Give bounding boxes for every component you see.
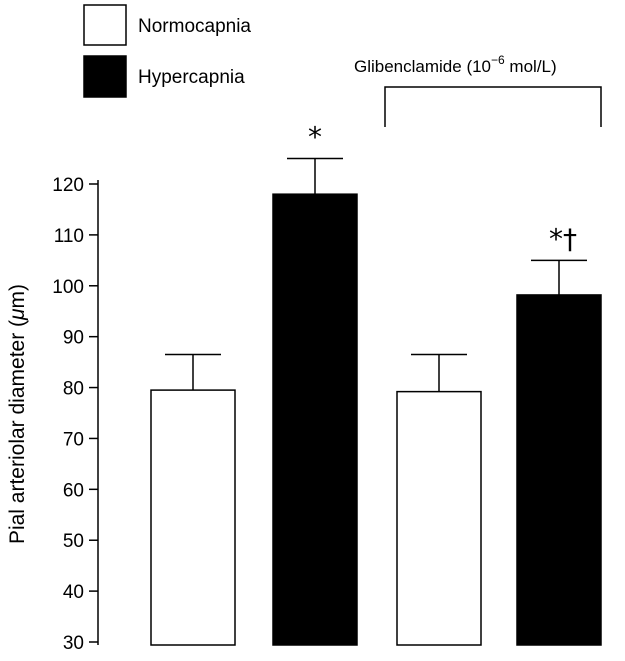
y-axis-label: Pial arteriolar diameter (μm): [6, 284, 29, 544]
bars: * *†: [150, 121, 602, 646]
y-tick-label: 40: [63, 582, 84, 603]
y-tick-label: 60: [63, 480, 84, 501]
group-bracket: Glibenclamide (10−6 mol/L): [354, 53, 602, 127]
y-axis: 30 40 50 60 70 80 90 100 110 120: [52, 175, 99, 654]
y-axis-label-prefix: Pial arteriolar diameter (: [6, 320, 29, 544]
y-tick-label: 100: [52, 277, 84, 298]
y-tick-label: 70: [63, 429, 84, 450]
bar-1: [272, 193, 358, 646]
group-bracket-label-main: Glibenclamide (10: [354, 57, 491, 76]
legend-swatch-normocapnia: [83, 4, 127, 46]
y-tick-label: 90: [63, 328, 84, 349]
y-tick-label: 110: [54, 226, 84, 247]
significance-marker-1: *: [308, 121, 322, 154]
significance-marker-3: *†: [549, 222, 577, 255]
legend-label-hypercapnia: Hypercapnia: [138, 67, 245, 88]
bar-2: [396, 390, 482, 646]
y-tick-label: 30: [63, 633, 84, 654]
y-tick-label: 120: [52, 175, 84, 196]
y-tick-label: 80: [63, 379, 84, 400]
group-bracket-label: Glibenclamide (10−6 mol/L): [354, 53, 557, 76]
y-tick-label: 50: [63, 531, 84, 552]
group-bracket-line: [384, 86, 602, 127]
group-bracket-label-exponent: −6: [491, 53, 505, 67]
bar-3: [516, 294, 602, 646]
y-axis-label-unit: μ: [6, 308, 29, 321]
legend: Normocapnia Hypercapnia: [83, 4, 251, 98]
legend-swatch-hypercapnia: [83, 55, 127, 98]
y-axis-label-suffix: m): [6, 284, 29, 309]
group-bracket-label-tail: mol/L): [505, 57, 557, 76]
legend-label-normocapnia: Normocapnia: [138, 16, 251, 37]
bar-0: [150, 389, 236, 646]
